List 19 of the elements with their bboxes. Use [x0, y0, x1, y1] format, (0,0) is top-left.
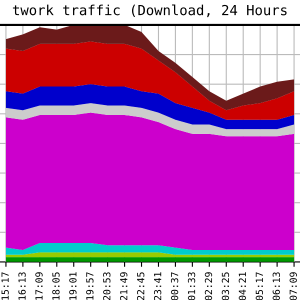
x-tick-label: 04:21: [238, 272, 246, 300]
x-tick-label: 06:13: [272, 272, 280, 300]
x-tick-label: 17:09: [35, 272, 43, 300]
x-tick-label: 18:05: [52, 272, 60, 300]
x-tick-label: 15:17: [2, 272, 9, 300]
x-tick-label: 00:37: [170, 272, 178, 300]
chart-title: twork traffic (Download, 24 Hours: [12, 4, 287, 18]
x-tick-label: 20:53: [103, 272, 110, 300]
x-tick-label: 21:49: [120, 272, 128, 300]
x-tick-label: 23:41: [154, 272, 162, 300]
x-tick-label: 05:17: [256, 272, 264, 300]
x-tick-label: 01:33: [188, 272, 196, 300]
x-tick-label: 07:09: [290, 272, 297, 300]
x-tick-label: 02:29: [204, 272, 212, 300]
x-tick-label: 03:25: [222, 272, 230, 300]
x-tick-label: 19:01: [69, 272, 77, 300]
x-tick-label: 22:45: [137, 272, 144, 300]
x-tick-label: 19:57: [86, 272, 94, 300]
x-tick-label: 16:13: [18, 272, 26, 300]
